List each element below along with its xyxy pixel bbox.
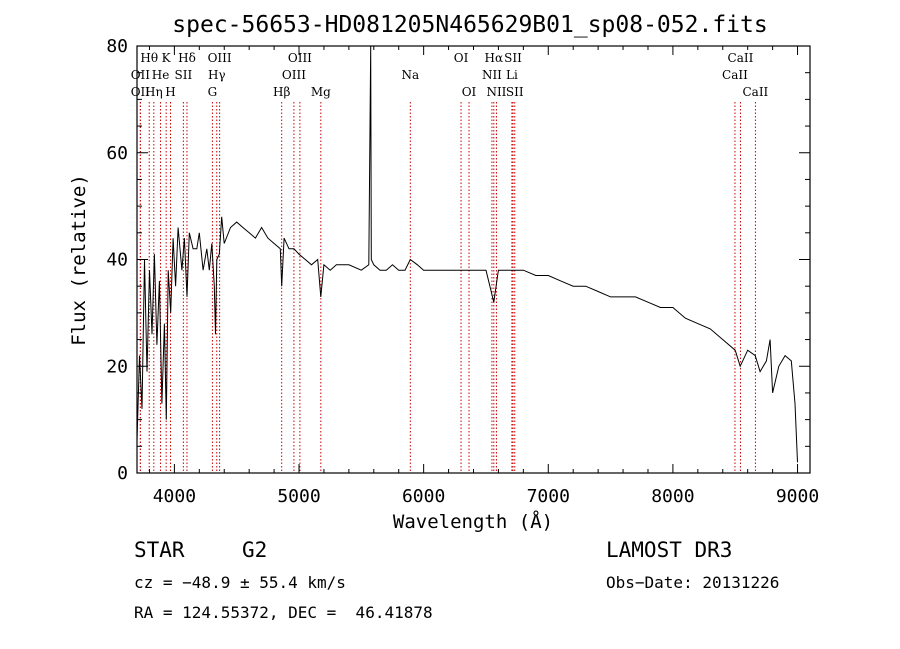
marker-label-25: CaII: [728, 51, 754, 65]
marker-label-13: OIII: [288, 51, 312, 65]
marker-label-8: SII: [175, 68, 193, 82]
marker-label-18: OI: [462, 85, 477, 99]
marker-label-15: Mg: [311, 85, 331, 99]
plot-frame: [136, 45, 811, 474]
marker-label-4: Hη: [145, 85, 163, 99]
marker-label-12: Hβ: [273, 85, 290, 99]
marker-label-19: Hα: [485, 51, 504, 65]
marker-label-3: He: [152, 68, 170, 82]
marker-label-1: OII: [131, 68, 151, 82]
x-tick-label-0: 4000: [153, 486, 196, 507]
y-tick-label-4: 80: [106, 36, 128, 57]
y-tick-label-3: 60: [106, 143, 128, 164]
marker-label-20: NII: [482, 68, 502, 82]
marker-label-6: H: [165, 85, 175, 99]
y-axis: 0 20 40 60 80: [106, 36, 810, 484]
marker-label-23: Li: [506, 68, 518, 82]
marker-label-5: K: [162, 51, 172, 65]
y-tick-label-0: 0: [117, 463, 128, 484]
spectrum-line: [136, 45, 798, 463]
marker-label-27: CaII: [742, 85, 768, 99]
object-subclass: G2: [242, 538, 268, 562]
chart-title: spec-56653-HD081205N465629B01_sp08-052.f…: [172, 12, 767, 38]
observation-date: Obs−Date: 20131226: [606, 573, 780, 592]
x-tick-label-5: 9000: [776, 486, 819, 507]
marker-label-21: NII: [486, 85, 506, 99]
y-axis-label: Flux (relative): [68, 174, 90, 346]
marker-label-22: SII: [504, 51, 522, 65]
object-class: STAR: [134, 538, 185, 562]
marker-label-9: OIII: [208, 51, 232, 65]
spectral-line-markers: [139, 102, 756, 473]
x-tick-label-4: 8000: [651, 486, 694, 507]
marker-label-17: OI: [454, 51, 469, 65]
x-axis: 4000 5000 6000 7000 8000 9000: [148, 46, 819, 507]
x-tick-label-3: 7000: [527, 486, 570, 507]
marker-label-11: G: [208, 85, 218, 99]
marker-label-16: Na: [401, 68, 419, 82]
x-axis-label: Wavelength (Å): [393, 510, 553, 533]
y-tick-label-1: 20: [106, 356, 128, 377]
marker-label-26: CaII: [722, 68, 748, 82]
marker-label-0: Hθ: [140, 51, 158, 65]
marker-label-10: Hγ: [208, 68, 226, 82]
coordinates: RA = 124.55372, DEC = 46.41878: [134, 603, 433, 622]
marker-label-14: OIII: [282, 68, 306, 82]
marker-label-24: SII: [506, 85, 524, 99]
redshift-value: cz = −48.9 ± 55.4 km/s: [134, 573, 346, 592]
survey-name: LAMOST DR3: [606, 538, 733, 562]
x-tick-label-2: 6000: [402, 486, 445, 507]
y-tick-label-2: 40: [106, 250, 128, 271]
marker-label-2: OII: [131, 85, 151, 99]
marker-label-7: Hδ: [178, 51, 196, 65]
x-tick-label-1: 5000: [277, 486, 320, 507]
